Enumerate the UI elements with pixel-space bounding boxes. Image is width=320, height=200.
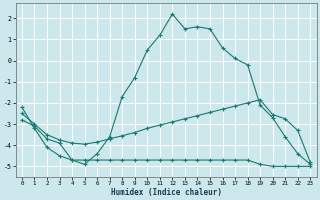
- X-axis label: Humidex (Indice chaleur): Humidex (Indice chaleur): [111, 188, 221, 197]
